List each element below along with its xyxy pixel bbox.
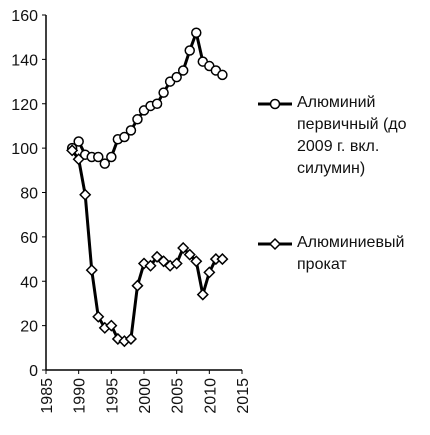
x-tick-label: 2005 xyxy=(170,378,187,414)
x-tick-label: 1985 xyxy=(39,378,56,414)
y-tick-label: 100 xyxy=(11,141,38,158)
point xyxy=(216,253,229,266)
point xyxy=(191,27,202,38)
legend-marker xyxy=(268,237,282,251)
point xyxy=(66,144,79,157)
point xyxy=(184,45,195,56)
point xyxy=(217,69,228,81)
y-tick-label: 20 xyxy=(20,319,38,336)
point xyxy=(105,319,118,332)
point xyxy=(73,136,84,147)
y-tick-label: 80 xyxy=(20,186,38,203)
point xyxy=(183,248,196,261)
point xyxy=(171,71,182,83)
y-tick-label: 160 xyxy=(11,8,38,25)
x-tick-label: 2010 xyxy=(202,378,219,414)
point xyxy=(151,98,163,109)
x-tick-label: 1990 xyxy=(72,378,89,414)
series-line xyxy=(70,149,223,343)
point xyxy=(158,87,169,98)
y-tick-label: 140 xyxy=(11,52,38,69)
legend-marker xyxy=(269,98,281,110)
legend-label: Алюминиевый прокат xyxy=(297,234,405,273)
point xyxy=(151,250,164,263)
point xyxy=(72,153,85,166)
point xyxy=(93,151,104,163)
point xyxy=(85,264,98,277)
point xyxy=(125,125,137,136)
point xyxy=(79,188,92,201)
x-tick-label: 2015 xyxy=(235,378,252,414)
point xyxy=(131,279,144,292)
point xyxy=(177,65,189,76)
point xyxy=(196,288,209,301)
y-tick-label: 40 xyxy=(20,274,38,291)
x-tick-label: 2000 xyxy=(137,378,154,414)
point xyxy=(190,255,203,268)
point xyxy=(203,266,216,279)
series-line xyxy=(71,27,224,166)
y-tick-label: 60 xyxy=(20,230,38,247)
point xyxy=(170,257,183,270)
point xyxy=(132,114,143,125)
point xyxy=(144,259,157,272)
point xyxy=(124,332,137,345)
point xyxy=(92,310,105,323)
point xyxy=(111,332,124,345)
point xyxy=(119,131,130,143)
legend-label: Алюминий первичный (до 2009 г. вкл. силу… xyxy=(297,94,407,177)
point xyxy=(99,158,111,169)
point xyxy=(106,151,117,163)
y-tick-label: 0 xyxy=(29,363,38,380)
point xyxy=(177,241,190,255)
y-tick-label: 120 xyxy=(11,97,38,114)
x-tick-label: 1995 xyxy=(104,378,121,414)
